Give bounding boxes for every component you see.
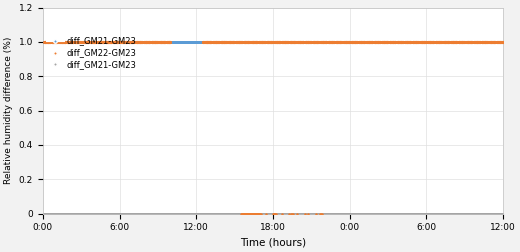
X-axis label: Time (hours): Time (hours) (240, 238, 306, 248)
Y-axis label: Relative humidity difference (%): Relative humidity difference (%) (4, 37, 13, 184)
Legend: diff_GM21-GM23, diff_GM22-GM23, diff_GM21-GM23: diff_GM21-GM23, diff_GM22-GM23, diff_GM2… (47, 37, 136, 69)
